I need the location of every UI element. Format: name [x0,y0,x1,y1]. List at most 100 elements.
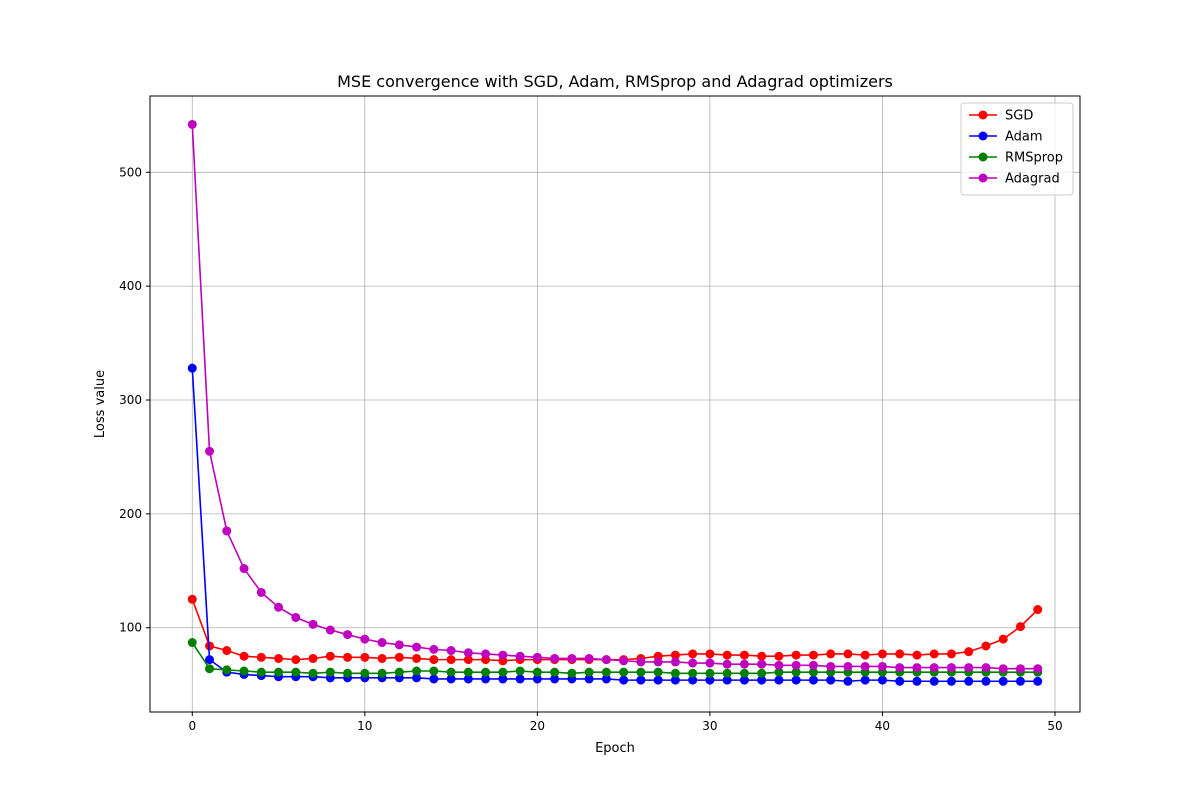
data-point-adagrad [308,619,318,629]
data-point-adagrad [912,663,922,673]
data-point-rmsprop [791,667,801,677]
data-point-adagrad [187,119,197,129]
legend-label-rmsprop: RMSprop [1005,151,1063,166]
data-point-adam [1015,676,1025,686]
data-point-sgd [343,652,353,662]
data-point-rmsprop [567,668,577,678]
data-point-adagrad [843,661,853,671]
data-point-sgd [998,634,1008,644]
legend-label-adagrad: Adagrad [1005,172,1060,187]
data-point-sgd [929,649,939,659]
data-point-adagrad [584,653,594,663]
data-point-adam [498,674,508,684]
data-point-rmsprop [429,666,439,676]
data-point-rmsprop [291,667,301,677]
data-point-rmsprop [601,667,611,677]
data-point-adagrad [205,446,215,456]
legend-label-adam: Adam [1005,130,1043,145]
data-point-adagrad [946,663,956,673]
data-point-adagrad [515,651,525,661]
x-tick-label: 30 [702,719,717,733]
legend-marker-adam [978,131,988,141]
data-point-adagrad [636,657,646,667]
data-point-adam [929,676,939,686]
data-point-adagrad [377,638,387,648]
data-point-rmsprop [256,667,266,677]
data-point-sgd [222,646,232,656]
data-point-adagrad [239,564,249,574]
data-point-sgd [325,651,335,661]
data-point-rmsprop [705,668,715,678]
data-point-sgd [291,655,301,665]
data-point-sgd [981,641,991,651]
data-point-adam [998,676,1008,686]
data-point-rmsprop [187,638,197,648]
data-point-adam [1033,676,1043,686]
data-point-adam [205,655,215,665]
data-point-adam [550,674,560,684]
data-point-sgd [722,650,732,660]
data-point-rmsprop [343,668,353,678]
data-point-adagrad [998,664,1008,674]
data-point-adagrad [550,653,560,663]
data-point-sgd [429,655,439,665]
y-tick-label: 400 [119,279,142,293]
data-point-adam [722,675,732,685]
data-point-sgd [757,651,767,661]
data-point-adam [532,674,542,684]
data-point-adam [877,675,887,685]
data-point-adam [860,675,870,685]
data-point-sgd [1015,622,1025,632]
data-point-rmsprop [446,667,456,677]
data-point-adagrad [722,659,732,669]
data-point-sgd [946,649,956,659]
legend-marker-adagrad [978,173,988,183]
data-point-adagrad [343,630,353,640]
data-point-sgd [394,652,404,662]
data-point-adagrad [256,587,266,597]
data-point-rmsprop [412,666,422,676]
data-point-sgd [739,650,749,660]
data-point-adagrad [757,659,767,669]
data-point-rmsprop [739,668,749,678]
data-point-adagrad [1015,664,1025,674]
data-point-sgd [463,655,473,665]
data-point-adam [981,676,991,686]
data-point-adagrad [791,660,801,670]
data-point-adagrad [653,657,663,667]
series-adagrad [187,119,1043,674]
data-point-rmsprop [550,667,560,677]
grid-lines [150,96,1080,712]
data-point-adam [895,676,905,686]
data-point-rmsprop [205,664,215,674]
legend-marker-rmsprop [978,152,988,162]
data-point-adagrad [619,656,629,666]
data-point-rmsprop [774,667,784,677]
legend-label-sgd: SGD [1005,109,1033,124]
data-point-sgd [670,650,680,660]
data-point-adagrad [739,659,749,669]
x-tick-label: 20 [530,719,545,733]
data-point-adam [584,674,594,684]
data-point-adagrad [670,657,680,667]
data-point-adagrad [601,655,611,665]
data-point-sgd [308,653,318,663]
data-point-adam [791,675,801,685]
data-point-rmsprop [222,665,232,675]
data-point-adam [446,674,456,684]
data-point-rmsprop [239,666,249,676]
data-point-sgd [274,653,284,663]
data-point-adagrad [981,663,991,673]
data-point-rmsprop [722,668,732,678]
data-point-adam [964,676,974,686]
data-point-adam [946,676,956,686]
data-point-sgd [446,655,456,665]
data-point-sgd [1033,605,1043,615]
data-point-adagrad [567,653,577,663]
legend-box [960,102,1074,196]
data-point-sgd [412,653,422,663]
data-point-rmsprop [688,668,698,678]
data-point-adagrad [929,663,939,673]
data-point-adam [429,674,439,684]
data-point-adagrad [877,661,887,671]
